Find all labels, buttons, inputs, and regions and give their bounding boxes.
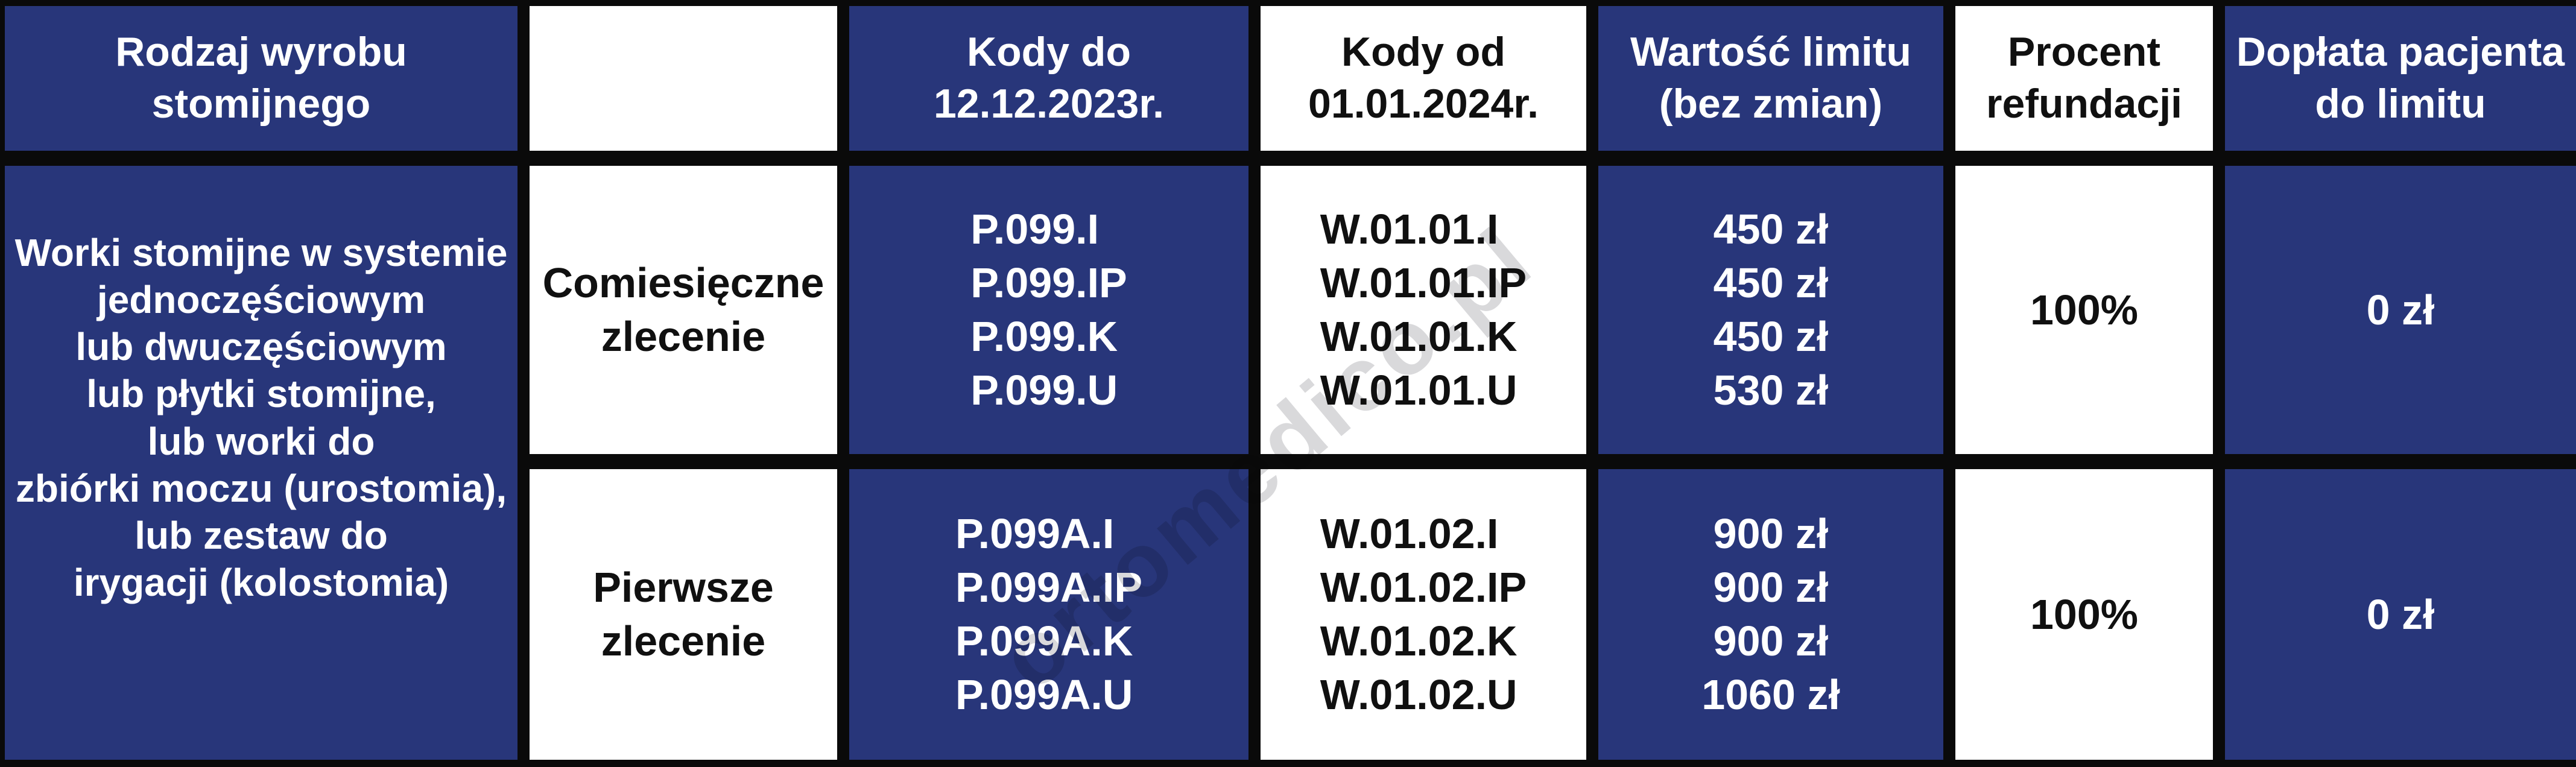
row1-codes-old-text: P.099.I P.099.IP P.099.K P.099.U: [970, 206, 1127, 414]
header-patient-copay: Dopłata pacjenta do limitu: [2225, 6, 2576, 151]
row1-patient-copay: 0 zł: [2225, 166, 2576, 454]
row2-order-type: Pierwsze zlecenie: [530, 469, 837, 760]
row2-codes-new: W.01.02.I W.01.02.IP W.01.02.K W.01.02.U: [1261, 469, 1586, 760]
header-product-type: Rodzaj wyrobu stomijnego: [5, 6, 517, 151]
header-order-type-empty: [530, 6, 837, 151]
row1-codes-old: P.099.I P.099.IP P.099.K P.099.U: [849, 166, 1248, 454]
row2-codes-old-text: P.099A.I P.099A.IP P.099A.K P.099A.U: [955, 510, 1143, 718]
row2-limit-values: 900 zł 900 zł 900 zł 1060 zł: [1598, 469, 1943, 760]
row1-refund-percent: 100%: [1955, 166, 2213, 454]
header-refund-percent: Procent refundacji: [1955, 6, 2213, 151]
product-description-cell: Worki stomijne w systemie jednoczęściowy…: [5, 166, 517, 760]
row2-codes-old: P.099A.I P.099A.IP P.099A.K P.099A.U: [849, 469, 1248, 760]
row1-codes-new: W.01.01.I W.01.01.IP W.01.01.K W.01.01.U: [1261, 166, 1586, 454]
header-codes-from: Kody od 01.01.2024r.: [1261, 6, 1586, 151]
row2-refund-percent: 100%: [1955, 469, 2213, 760]
header-codes-until: Kody do 12.12.2023r.: [849, 6, 1248, 151]
row2-codes-new-text: W.01.02.I W.01.02.IP W.01.02.K W.01.02.U: [1320, 510, 1527, 718]
row1-limit-values: 450 zł 450 zł 450 zł 530 zł: [1598, 166, 1943, 454]
header-limit-value: Wartość limitu (bez zmian): [1598, 6, 1943, 151]
row1-codes-new-text: W.01.01.I W.01.01.IP W.01.01.K W.01.01.U: [1320, 206, 1527, 414]
row2-patient-copay: 0 zł: [2225, 469, 2576, 760]
row1-order-type: Comiesięczne zlecenie: [530, 166, 837, 454]
